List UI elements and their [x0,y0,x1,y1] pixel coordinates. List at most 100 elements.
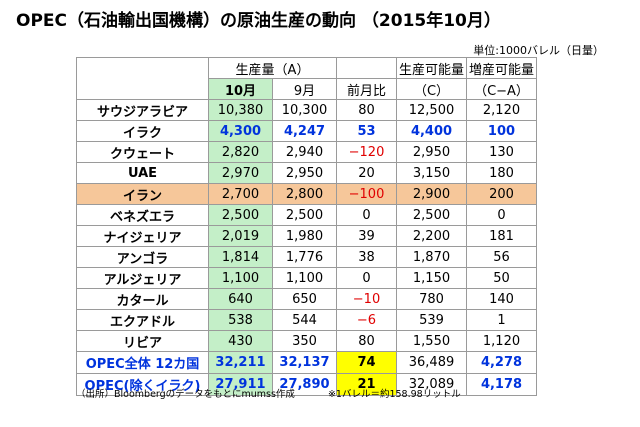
table-row: リビア 430 350 80 1,550 1,120 [76,330,537,352]
cell-sep: 10,300 [272,99,337,121]
header-row-1: 生産量（A） 生産可能量 増産可能量 [76,57,537,100]
header-blank-mom [336,57,397,79]
total-spare: 4,278 [466,351,537,374]
table-row: エクアドル 538 544 −6 539 1 [76,309,537,331]
cell-capacity: 2,900 [396,183,467,205]
cell-spare: 1,120 [466,330,537,352]
cell-capacity: 780 [396,288,467,310]
cell-capacity: 4,400 [396,120,467,142]
table-row: イラク 4,300 4,247 53 4,400 100 [76,120,537,142]
cell-capacity: 2,950 [396,141,467,163]
footer-note: ※1バレル＝約158.98リットル [327,389,461,400]
cell-sep: 350 [272,330,337,352]
cell-spare: 100 [466,120,537,142]
opec-production-table: 生産量（A） 生産可能量 増産可能量 10月 9月 前月比 （C） （C−A） … [76,57,537,396]
unit-note: 単位:1000バレル（日量） [473,44,604,57]
country-name: ベネズエラ [76,204,209,226]
header-spare-sub: （C−A） [466,78,537,100]
cell-oct: 2,700 [208,183,273,205]
total-label: OPEC全体 12カ国 [76,351,209,374]
cell-spare: 2,120 [466,99,537,121]
cell-sep: 544 [272,309,337,331]
table-row: カタール 640 650 −10 780 140 [76,288,537,310]
cell-capacity: 1,870 [396,246,467,268]
country-name: アルジェリア [76,267,209,289]
country-name: リビア [76,330,209,352]
table-row: イラン 2,700 2,800 −100 2,900 200 [76,183,537,205]
table-row: クウェート 2,820 2,940 −120 2,950 130 [76,141,537,163]
total-row: OPEC全体 12カ国 32,211 32,137 74 36,489 4,278 [76,351,537,374]
total-sep: 27,890 [272,373,337,396]
total-label: OPEC(除くイラク) [76,373,209,396]
cell-spare: 130 [466,141,537,163]
cell-sep: 4,247 [272,120,337,142]
total-mom: 21 [336,373,397,396]
cell-capacity: 539 [396,309,467,331]
cell-oct: 430 [208,330,273,352]
country-name: カタール [76,288,209,310]
header-production: 生産量（A） [208,57,337,79]
header-sep: 9月 [272,78,337,100]
total-spare: 4,178 [466,373,537,396]
cell-sep: 2,950 [272,162,337,184]
cell-oct: 1,100 [208,267,273,289]
country-name: イラン [76,183,209,205]
cell-mom: 20 [336,162,397,184]
cell-spare: 50 [466,267,537,289]
cell-sep: 2,940 [272,141,337,163]
total-sep: 32,137 [272,351,337,374]
page-title: OPEC（石油輸出国機構）の原油生産の動向 （2015年10月） [16,11,501,31]
cell-oct: 2,500 [208,204,273,226]
table-row: ナイジェリア 2,019 1,980 39 2,200 181 [76,225,537,247]
header-mom: 前月比 [336,78,397,100]
footer: （出所）Bloombergのデータをもとにmumss作成 ※1バレル＝約158.… [76,386,461,400]
cell-oct: 2,820 [208,141,273,163]
cell-mom: 53 [336,120,397,142]
header-capacity: 生産可能量 [396,57,467,79]
cell-sep: 650 [272,288,337,310]
total-oct: 32,211 [208,351,273,374]
total-oct: 27,911 [208,373,273,396]
table-row: アンゴラ 1,814 1,776 38 1,870 56 [76,246,537,268]
total-mom: 74 [336,351,397,374]
cell-spare: 140 [466,288,537,310]
total-row: OPEC(除くイラク) 27,911 27,890 21 32,089 4,178 [76,373,537,396]
cell-capacity: 1,150 [396,267,467,289]
country-name: エクアドル [76,309,209,331]
cell-sep: 1,100 [272,267,337,289]
country-name: アンゴラ [76,246,209,268]
cell-spare: 0 [466,204,537,226]
country-name: UAE [76,162,209,184]
cell-oct: 640 [208,288,273,310]
country-name: クウェート [76,141,209,163]
cell-capacity: 1,550 [396,330,467,352]
cell-mom: 80 [336,330,397,352]
cell-capacity: 2,200 [396,225,467,247]
cell-mom: 0 [336,204,397,226]
table-row: サウジアラビア 10,380 10,300 80 12,500 2,120 [76,99,537,121]
cell-capacity: 12,500 [396,99,467,121]
cell-oct: 10,380 [208,99,273,121]
cell-spare: 180 [466,162,537,184]
cell-mom: −10 [336,288,397,310]
cell-oct: 4,300 [208,120,273,142]
cell-oct: 2,970 [208,162,273,184]
cell-capacity: 3,150 [396,162,467,184]
total-capacity: 32,089 [396,373,467,396]
cell-spare: 56 [466,246,537,268]
cell-oct: 1,814 [208,246,273,268]
cell-oct: 2,019 [208,225,273,247]
cell-spare: 1 [466,309,537,331]
cell-mom: −100 [336,183,397,205]
cell-spare: 200 [466,183,537,205]
cell-sep: 2,500 [272,204,337,226]
cell-mom: 80 [336,99,397,121]
table-row: UAE 2,970 2,950 20 3,150 180 [76,162,537,184]
cell-mom: 38 [336,246,397,268]
total-capacity: 36,489 [396,351,467,374]
cell-sep: 1,776 [272,246,337,268]
country-name: ナイジェリア [76,225,209,247]
header-capacity-sub: （C） [396,78,467,100]
country-name: イラク [76,120,209,142]
header-blank [76,57,209,100]
